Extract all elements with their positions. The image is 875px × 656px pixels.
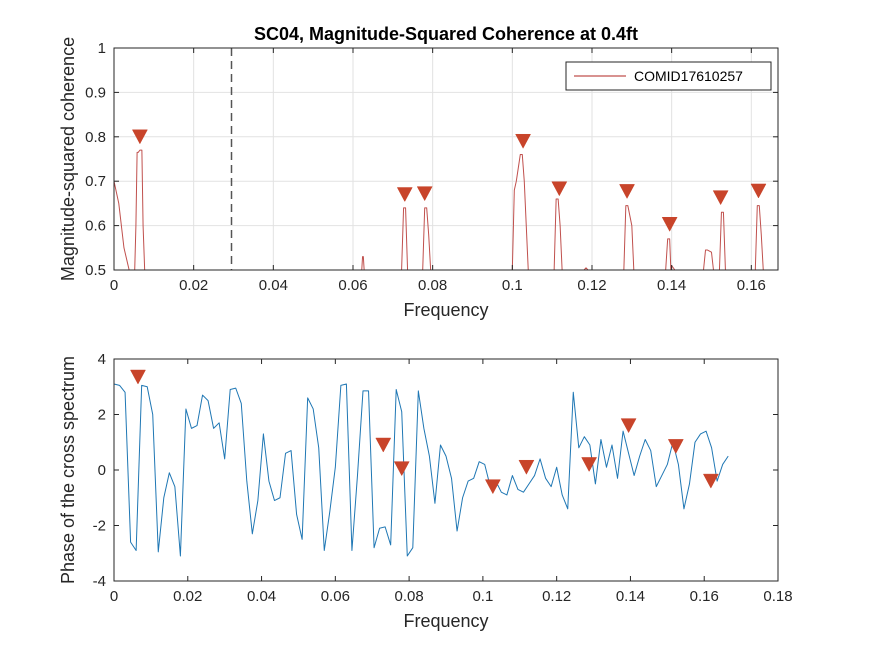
- y-tick-label: 1: [98, 40, 106, 57]
- x-tick-label: 0.04: [247, 588, 276, 605]
- peak-marker: [581, 457, 598, 472]
- x-tick-label: 0.14: [616, 588, 645, 605]
- phase-ticks: 0 0.02 0.04 0.06 0.08 0.1 0.12 0.14 0.16 0.18 -4 -2…: [93, 351, 793, 605]
- phase-xlabel: Frequency: [403, 611, 488, 631]
- x-tick-label: 0: [110, 588, 118, 605]
- peak-marker: [551, 181, 568, 197]
- peak-marker: [712, 190, 729, 206]
- coherence-title: SC04, Magnitude-Squared Coherence at 0.4…: [254, 24, 638, 44]
- y-tick-label: -4: [93, 573, 106, 590]
- x-tick-label: 0.16: [690, 588, 719, 605]
- coherence-xlabel: Frequency: [403, 300, 488, 320]
- y-tick-label: 0.6: [85, 218, 106, 235]
- y-tick-label: 0: [98, 462, 106, 479]
- y-tick-label: -2: [93, 518, 106, 535]
- peak-marker: [667, 439, 684, 454]
- x-tick-label: 0.08: [418, 277, 447, 294]
- y-tick-label: 2: [98, 407, 106, 424]
- phase-peak-markers: [130, 369, 719, 495]
- y-tick-label: 0.5: [85, 262, 106, 279]
- legend-label: COMID17610257: [634, 68, 743, 84]
- x-tick-label: 0.12: [577, 277, 606, 294]
- x-tick-label: 0.1: [472, 588, 493, 605]
- phase-axes: 0 0.02 0.04 0.06 0.08 0.1 0.12 0.14 0.16 0.18 -4 -2…: [58, 351, 793, 631]
- coherence-peak-markers: [131, 129, 767, 232]
- peak-marker: [393, 461, 410, 477]
- phase-series: [113, 383, 729, 557]
- y-tick-label: 4: [98, 351, 106, 368]
- y-tick-label: 0.9: [85, 84, 106, 101]
- x-tick-label: 0.02: [179, 277, 208, 294]
- x-tick-label: 0.16: [737, 277, 766, 294]
- x-tick-label: 0.06: [338, 277, 367, 294]
- peak-marker: [518, 459, 535, 475]
- peak-marker: [515, 133, 531, 149]
- x-tick-label: 0.04: [259, 277, 288, 294]
- peak-marker: [416, 186, 433, 202]
- y-tick-label: 0.8: [85, 129, 106, 146]
- coherence-axes: 0 0.02 0.04 0.06 0.08 0.1 0.12 0.14 0.16 0.5 0.6 0.…: [58, 24, 779, 320]
- peak-marker: [130, 369, 146, 385]
- coherence-ticks: 0 0.02 0.04 0.06 0.08 0.1 0.12 0.14 0.16 0.5 0.6 0.…: [85, 40, 778, 294]
- x-tick-label: 0.08: [395, 588, 424, 605]
- x-tick-label: 0.1: [502, 277, 523, 294]
- peak-marker: [375, 437, 392, 453]
- series-line-0: [113, 383, 729, 557]
- x-tick-label: 0.18: [763, 588, 792, 605]
- x-tick-label: 0: [110, 277, 118, 294]
- peak-marker: [131, 129, 148, 145]
- coherence-series: [113, 149, 764, 271]
- peak-marker: [620, 418, 637, 434]
- coherence-ylabel: Magnitude-squared coherence: [58, 37, 78, 281]
- phase-axes-box: [113, 358, 779, 582]
- coherence-axes-box: [113, 47, 779, 271]
- x-tick-label: 0.12: [542, 588, 571, 605]
- peak-marker: [396, 187, 413, 203]
- series-line-0: [113, 149, 764, 271]
- y-tick-label: 0.7: [85, 173, 106, 190]
- peak-marker: [702, 473, 719, 489]
- peak-marker: [619, 184, 635, 199]
- peak-marker: [484, 479, 501, 495]
- x-tick-label: 0.06: [321, 588, 350, 605]
- legend: COMID17610257: [565, 61, 772, 91]
- x-tick-label: 0.02: [173, 588, 202, 605]
- peak-marker: [750, 183, 767, 199]
- phase-ylabel: Phase of the cross spectrum: [58, 356, 78, 584]
- peak-marker: [661, 217, 678, 232]
- x-tick-label: 0.14: [657, 277, 686, 294]
